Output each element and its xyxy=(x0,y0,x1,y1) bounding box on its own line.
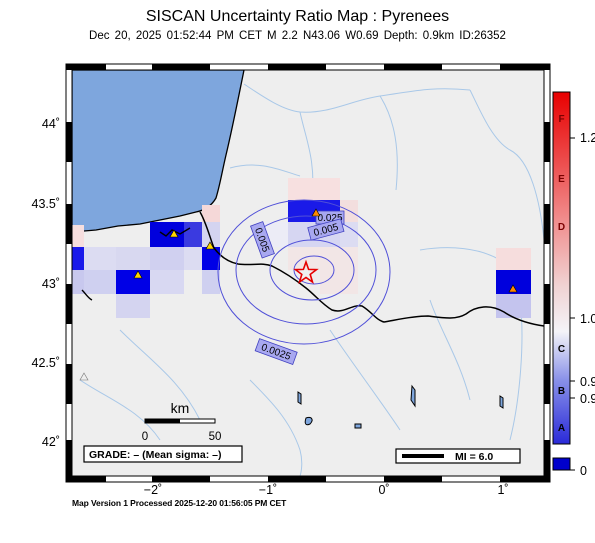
y-tick-label: 43˚ xyxy=(42,277,60,291)
station-triangle-icon xyxy=(508,284,518,293)
y-tick-label: 43.5˚ xyxy=(32,197,61,211)
x-tick-label: 1˚ xyxy=(497,483,508,497)
y-tick-label: 44˚ xyxy=(42,117,60,131)
river-lines xyxy=(79,83,544,476)
station-triangle-icon xyxy=(79,372,89,381)
mi-text: MI = 6.0 xyxy=(455,451,493,463)
sea-area xyxy=(72,70,245,233)
grade-box: GRADE: – (Mean sigma: –) xyxy=(83,445,243,463)
grade-letter: F xyxy=(558,114,564,125)
grade-text: GRADE: – (Mean sigma: –) xyxy=(89,449,221,461)
grade-letter: C xyxy=(558,344,565,355)
colorbar-value: 0 xyxy=(580,464,587,478)
uncertainty-cells xyxy=(72,178,531,318)
scale-tick: 0 xyxy=(142,431,148,443)
contour-label-group: 0.025 0.005 0.005 0.0025 xyxy=(250,210,345,365)
epicenter-star-icon xyxy=(293,259,319,284)
map-title: SISCAN Uncertainty Ratio Map : Pyrenees xyxy=(145,8,450,25)
station-triangle-icon xyxy=(133,270,143,279)
x-tick-label: −1˚ xyxy=(259,483,277,497)
map-frame xyxy=(65,63,551,483)
coast-fragment xyxy=(159,227,191,237)
scale-tick: 50 xyxy=(209,431,222,443)
coast-fragment xyxy=(81,289,93,301)
processed-footer: Map Version 1 Processed 2025-12-20 01:56… xyxy=(72,498,287,508)
station-triangle-icon xyxy=(169,229,179,238)
scale-bar: km 0 50 xyxy=(142,400,222,443)
colorbar-value: 0.9 xyxy=(580,392,595,406)
y-tick-label: 42˚ xyxy=(42,435,60,449)
grade-letter: E xyxy=(558,174,565,185)
scale-unit: km xyxy=(171,400,190,416)
colorbar-value: 0.9 xyxy=(580,375,595,389)
contour-label: 0.025 xyxy=(317,213,342,224)
grade-letter: A xyxy=(558,423,565,434)
mi-box: MI = 6.0 xyxy=(395,448,521,464)
border-line xyxy=(199,211,544,327)
colorbar: F E D C B A 1.2 1.0 0.9 0.9 0 xyxy=(552,91,595,478)
station-markers xyxy=(79,208,518,381)
grade-letter: D xyxy=(558,222,565,233)
x-tick-label: −2˚ xyxy=(144,483,162,497)
axis-labels: −2˚ −1˚ 0˚ 1˚ 44˚ 43.5˚ 43˚ 42.5˚ 42˚ xyxy=(32,117,509,497)
colorbar-value: 1.2 xyxy=(580,131,595,145)
station-triangle-icon xyxy=(311,208,321,217)
grade-letter: B xyxy=(558,386,565,397)
station-triangle-icon xyxy=(205,241,215,250)
event-subtitle: Dec 20, 2025 01:52:44 PM CET M 2.2 N43.0… xyxy=(89,30,506,42)
colorbar-value: 1.0 xyxy=(580,312,595,326)
y-tick-label: 42.5˚ xyxy=(32,356,61,370)
x-tick-label: 0˚ xyxy=(378,483,389,497)
